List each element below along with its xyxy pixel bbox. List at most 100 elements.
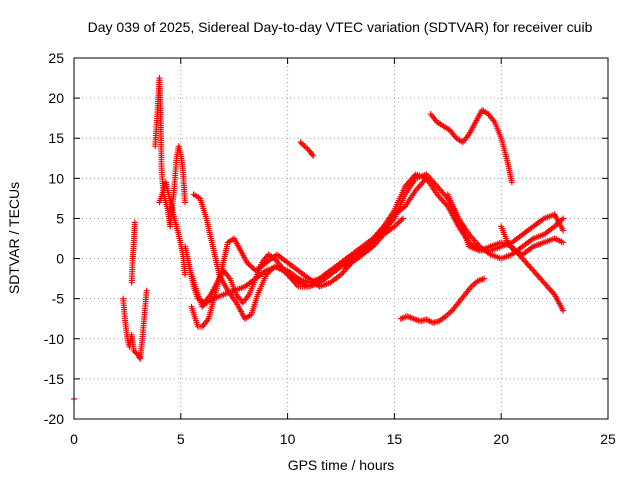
data-point bbox=[526, 263, 533, 270]
data-point bbox=[395, 219, 402, 226]
data-point bbox=[439, 189, 446, 196]
data-point bbox=[399, 215, 406, 222]
data-point bbox=[264, 270, 271, 277]
x-tick-label: 5 bbox=[177, 431, 185, 447]
data-point bbox=[301, 143, 308, 150]
data-point bbox=[522, 258, 529, 265]
y-tick-label: -20 bbox=[44, 411, 64, 427]
series-pass-j bbox=[427, 107, 515, 186]
data-point bbox=[415, 184, 422, 191]
data-marks bbox=[71, 75, 567, 402]
data-point bbox=[442, 200, 449, 207]
y-tick-label: 20 bbox=[48, 90, 64, 106]
data-point bbox=[539, 278, 546, 285]
data-point bbox=[436, 194, 443, 201]
x-tick-label: 10 bbox=[280, 431, 296, 447]
series-pass-c bbox=[152, 75, 189, 230]
data-point bbox=[508, 179, 515, 186]
data-point bbox=[551, 223, 558, 230]
data-point bbox=[303, 144, 310, 151]
y-tick-label: -15 bbox=[44, 371, 64, 387]
series-pass-k bbox=[397, 275, 488, 326]
grid-lines bbox=[74, 58, 608, 419]
data-point bbox=[394, 220, 401, 227]
series-pass-d bbox=[156, 179, 189, 278]
data-point bbox=[246, 262, 253, 269]
y-tick-label: -10 bbox=[44, 331, 64, 347]
data-point bbox=[524, 261, 531, 268]
data-point bbox=[200, 302, 207, 309]
data-point bbox=[182, 199, 189, 206]
data-point bbox=[442, 192, 449, 199]
data-point bbox=[548, 288, 555, 295]
series-pass-m bbox=[498, 223, 567, 258]
chart-title: Day 039 of 2025, Sidereal Day-to-day VTE… bbox=[88, 19, 593, 35]
data-point bbox=[527, 264, 534, 271]
data-point bbox=[268, 266, 275, 273]
data-point bbox=[309, 151, 316, 158]
data-point bbox=[340, 268, 347, 275]
data-point bbox=[439, 197, 446, 204]
x-axis-label: GPS time / hours bbox=[288, 457, 395, 473]
data-point bbox=[523, 260, 530, 267]
data-point bbox=[130, 347, 137, 354]
x-axis: 0 5 10 15 20 25 bbox=[70, 58, 616, 447]
data-point bbox=[468, 234, 475, 241]
plot-frame bbox=[73, 57, 609, 420]
x-tick-label: 20 bbox=[493, 431, 509, 447]
data-point bbox=[528, 266, 535, 273]
x-tick-label: 25 bbox=[600, 431, 616, 447]
series-pass-a bbox=[120, 287, 150, 362]
data-point bbox=[540, 279, 547, 286]
x-tick-label: 15 bbox=[387, 431, 403, 447]
data-point bbox=[300, 141, 307, 148]
data-point bbox=[438, 195, 445, 202]
y-tick-label: 0 bbox=[56, 251, 64, 267]
data-point bbox=[249, 264, 256, 271]
data-point bbox=[420, 178, 427, 185]
data-point bbox=[423, 175, 430, 182]
y-tick-label: 10 bbox=[48, 170, 64, 186]
series-pass-h bbox=[182, 175, 430, 306]
y-tick-label: 5 bbox=[56, 210, 64, 226]
data-point bbox=[297, 139, 304, 146]
data-point bbox=[546, 285, 553, 292]
series-pass-l bbox=[444, 191, 567, 254]
data-point bbox=[543, 282, 550, 289]
data-point bbox=[536, 275, 543, 282]
data-point bbox=[339, 270, 346, 277]
y-axis-label: SDTVAR / TECUs bbox=[6, 182, 22, 294]
series-pass-i bbox=[297, 139, 317, 159]
data-point bbox=[538, 276, 545, 283]
data-point bbox=[418, 181, 425, 188]
data-point bbox=[531, 269, 538, 276]
data-point bbox=[416, 182, 423, 189]
data-point bbox=[438, 187, 445, 194]
data-point bbox=[131, 219, 138, 226]
data-point bbox=[392, 222, 399, 229]
data-point bbox=[542, 281, 549, 288]
data-point bbox=[391, 223, 398, 230]
data-point bbox=[245, 260, 252, 267]
data-point bbox=[419, 179, 426, 186]
x-tick-label: 0 bbox=[70, 431, 78, 447]
data-point bbox=[547, 287, 554, 294]
data-point bbox=[310, 152, 317, 159]
data-point bbox=[560, 227, 567, 234]
data-point bbox=[398, 216, 405, 223]
data-point bbox=[397, 218, 404, 225]
data-point bbox=[534, 272, 541, 279]
data-point bbox=[263, 271, 270, 278]
y-tick-label: -5 bbox=[52, 291, 65, 307]
data-point bbox=[298, 140, 305, 147]
data-point bbox=[199, 303, 206, 310]
data-point bbox=[560, 215, 567, 222]
data-point bbox=[267, 267, 274, 274]
data-point bbox=[136, 354, 143, 361]
data-point bbox=[530, 267, 537, 274]
data-point bbox=[544, 284, 551, 291]
data-point bbox=[132, 349, 139, 356]
data-point bbox=[560, 239, 567, 246]
data-point bbox=[248, 263, 255, 270]
